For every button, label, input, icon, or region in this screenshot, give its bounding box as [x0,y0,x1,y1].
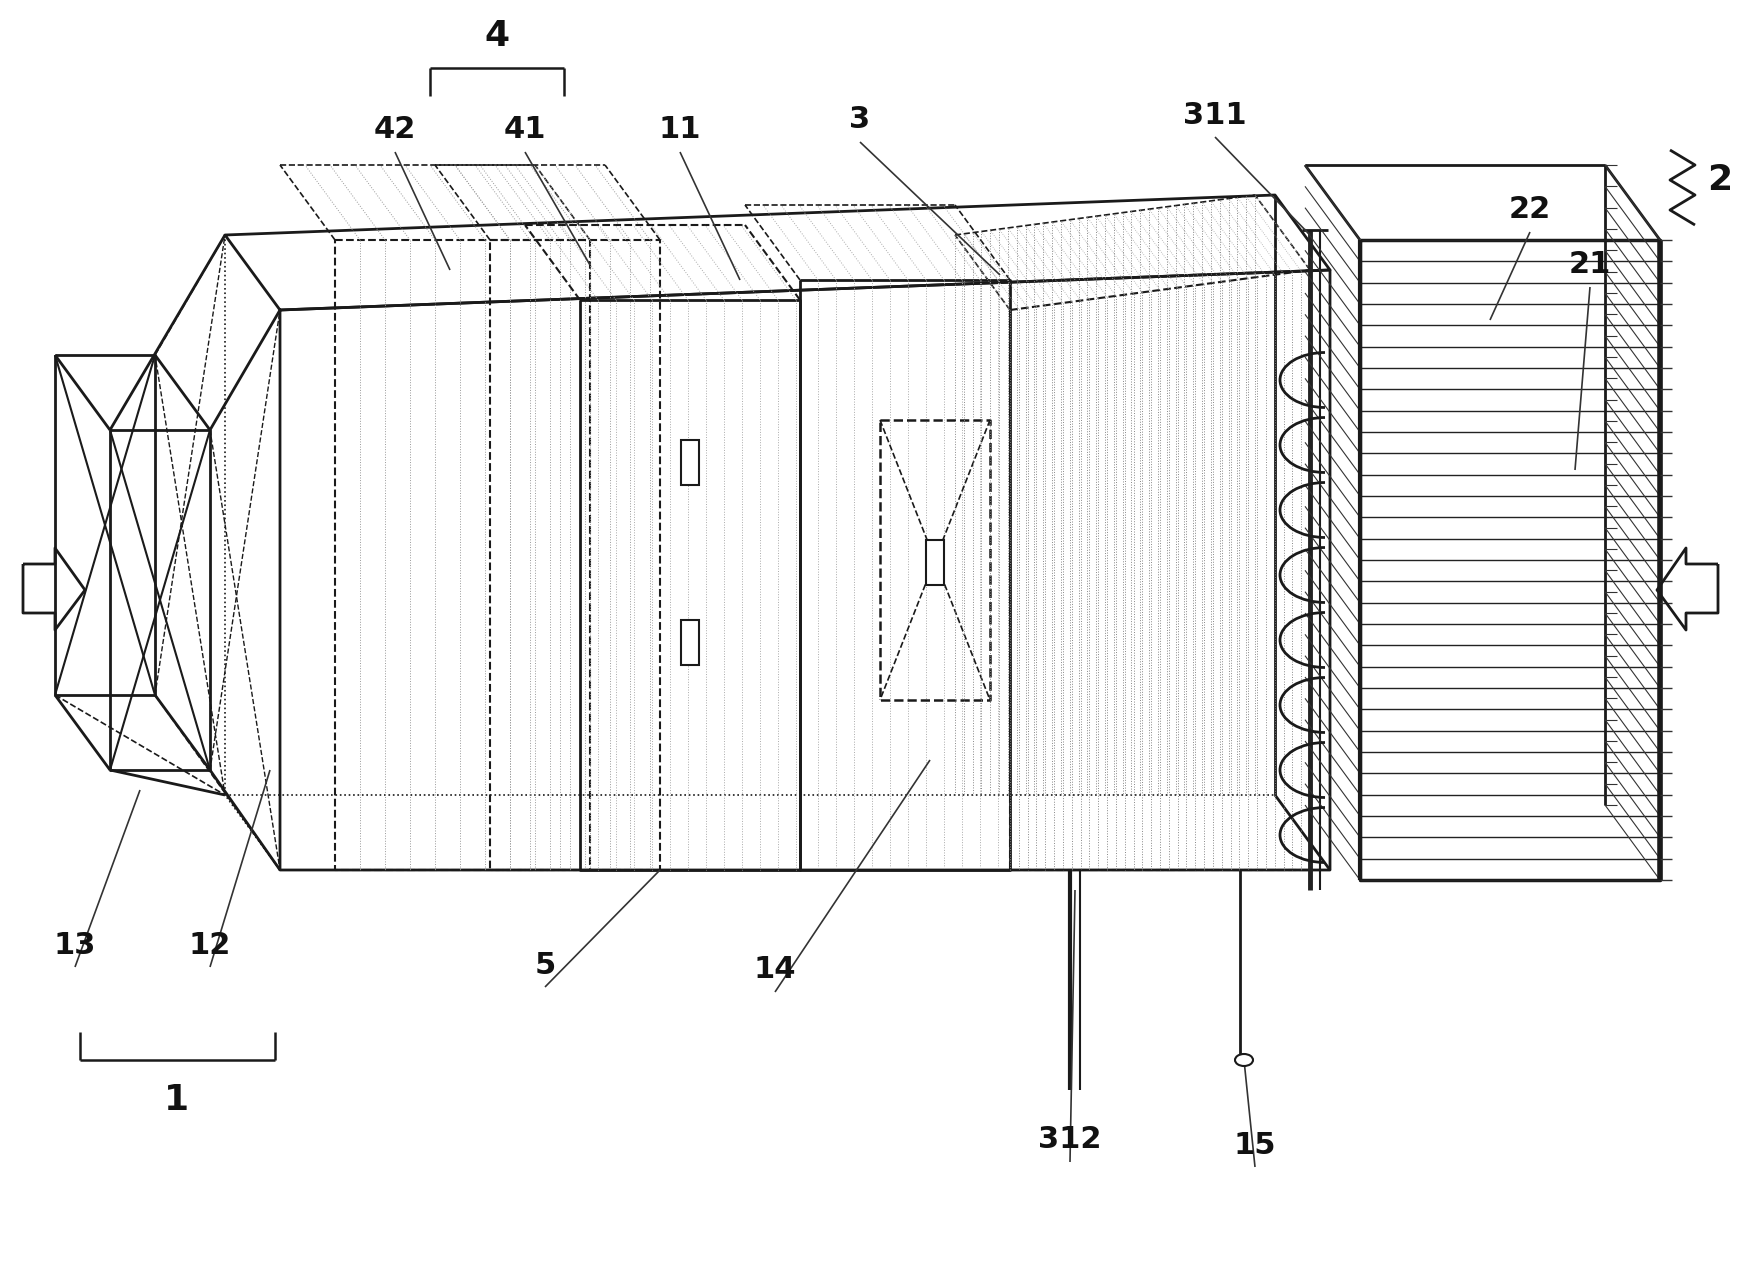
Text: 14: 14 [753,955,796,985]
Text: 4: 4 [483,19,510,53]
Bar [925,541,944,586]
Bar [680,440,699,485]
Text: 5: 5 [534,951,555,979]
Text: 15: 15 [1233,1130,1275,1160]
Text: 1: 1 [165,1082,190,1117]
Bar [680,620,699,665]
Text: 12: 12 [190,931,231,960]
Text: 2: 2 [1706,163,1732,197]
Text: 311: 311 [1183,100,1247,130]
Ellipse shape [1235,1054,1252,1066]
Text: 41: 41 [504,116,546,144]
Text: 13: 13 [54,931,96,960]
Text: 22: 22 [1508,196,1549,224]
Text: 21: 21 [1569,251,1610,279]
Text: 312: 312 [1038,1126,1101,1154]
Text: 3: 3 [849,106,870,135]
Text: 42: 42 [374,116,416,144]
Text: 11: 11 [659,116,701,144]
